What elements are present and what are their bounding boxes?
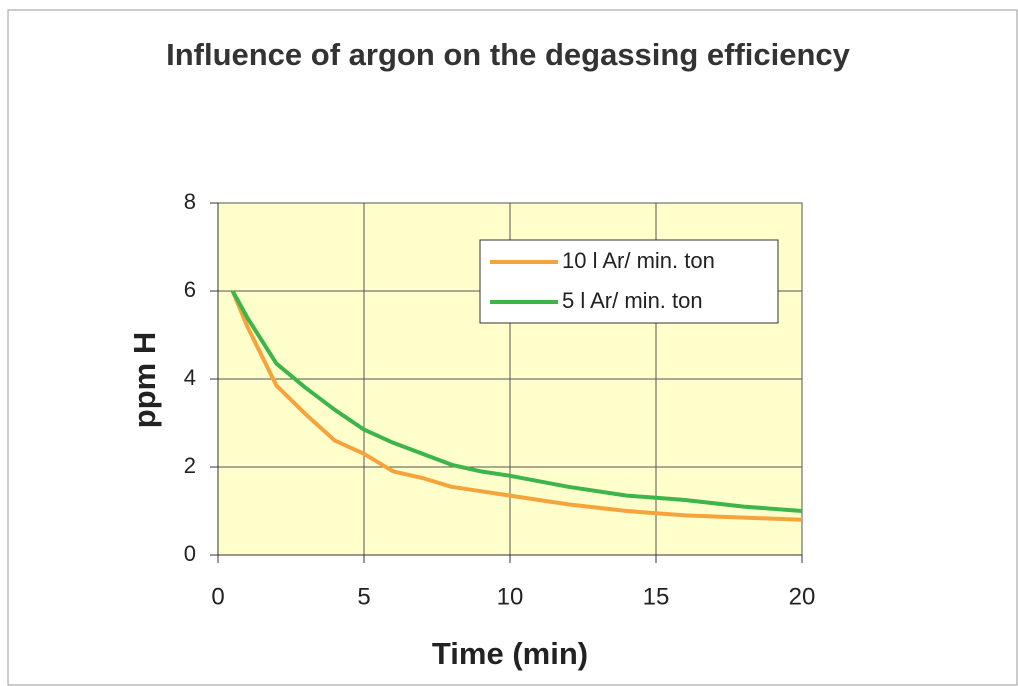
frame — [7, 9, 1018, 686]
series-line — [230, 290, 803, 522]
x-tick-label: 0 — [211, 583, 224, 610]
y-tick-label: 8 — [184, 189, 196, 214]
x-tick-label: 10 — [497, 583, 524, 610]
legend-label: 10 l Ar/ min. ton — [562, 248, 715, 273]
y-tick-label: 4 — [184, 365, 196, 390]
x-axis-label: Time (min) — [432, 636, 588, 671]
x-tick-label: 5 — [357, 583, 370, 610]
chart-title: Influence of argon on the degassing effi… — [166, 37, 850, 72]
series-line — [230, 290, 803, 513]
x-tick-label: 15 — [643, 583, 670, 610]
y-tick-label: 2 — [184, 453, 196, 478]
y-tick-label: 0 — [184, 541, 196, 566]
x-tick-label: 20 — [789, 583, 816, 610]
y-axis-label: ppm H — [127, 332, 162, 428]
legend — [479, 239, 779, 324]
legend-label: 5 l Ar/ min. ton — [562, 288, 703, 313]
y-tick-label: 6 — [184, 277, 196, 302]
